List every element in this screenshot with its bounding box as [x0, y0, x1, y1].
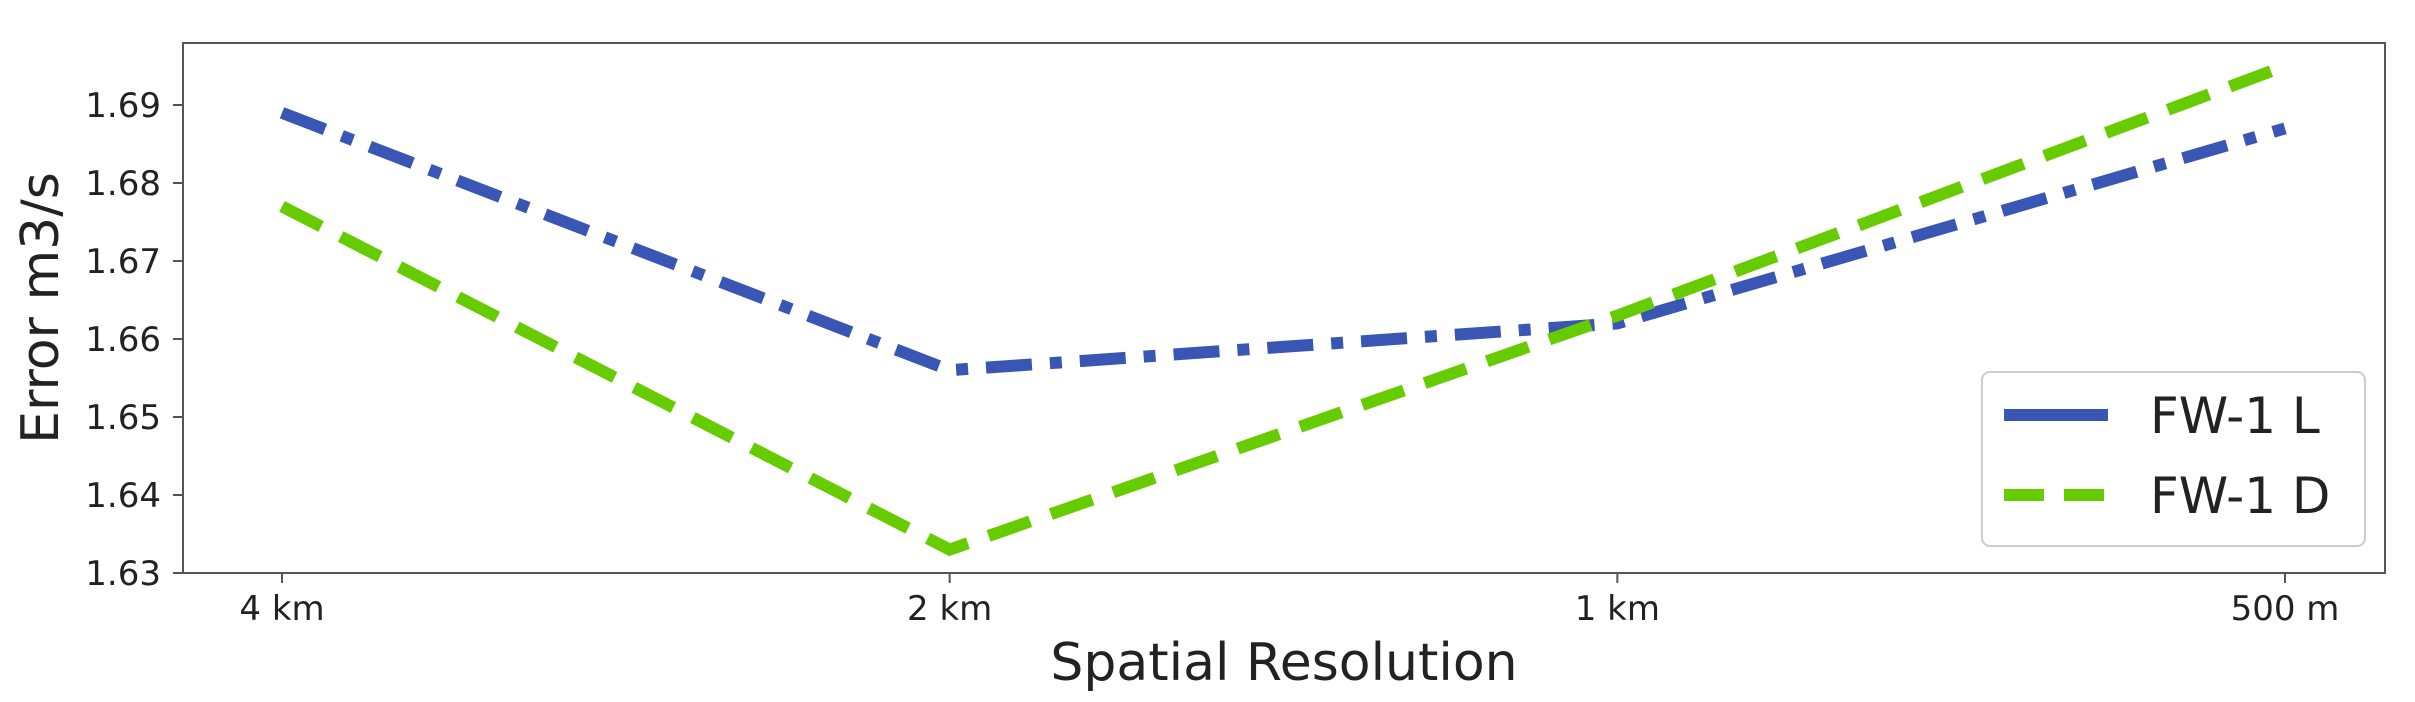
- y-tick-label: 1.64: [85, 476, 161, 516]
- y-tick-label: 1.69: [85, 86, 161, 126]
- x-tick-label: 1 km: [1575, 589, 1660, 629]
- y-tick-label: 1.63: [85, 554, 161, 594]
- x-axis-label: Spatial Resolution: [1050, 633, 1517, 693]
- legend: FW-1 L FW-1 D: [1981, 371, 2366, 547]
- y-tick-label: 1.67: [85, 242, 161, 282]
- y-tick-label: 1.65: [85, 398, 161, 438]
- legend-label: FW-1 L: [2150, 387, 2320, 445]
- legend-label: FW-1 D: [2150, 467, 2330, 525]
- series-line-fw-1-l: [279, 107, 2287, 377]
- y-axis-label: Error m3/s: [11, 172, 71, 444]
- series-line-fw-1-d: [279, 60, 2288, 557]
- y-tick-label: 1.66: [85, 320, 161, 360]
- x-tick-label: 4 km: [239, 589, 324, 629]
- y-tick-label: 1.68: [85, 164, 161, 204]
- series-layer: [279, 60, 2288, 557]
- x-axis: 4 km 2 km 1 km 500 m: [239, 573, 2339, 629]
- y-axis: 1.63 1.64 1.65 1.66 1.67 1.68 1.69: [85, 86, 183, 594]
- x-tick-label: 500 m: [2231, 589, 2340, 629]
- x-tick-label: 2 km: [907, 589, 992, 629]
